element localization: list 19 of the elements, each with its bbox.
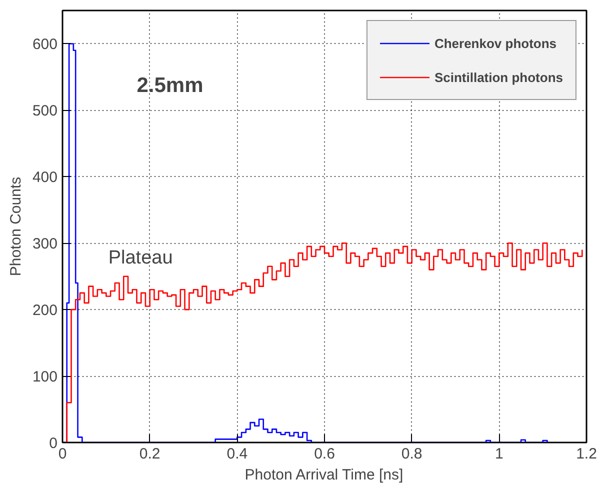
y-tick-label: 0 bbox=[49, 435, 58, 452]
legend-label: Scintillation photons bbox=[434, 70, 563, 84]
y-tick-label: 400 bbox=[32, 169, 58, 186]
legend-label: Cherenkov photons bbox=[434, 36, 557, 50]
x-axis-title: Photon Arrival Time [ns] bbox=[244, 466, 404, 484]
y-tick-label: 500 bbox=[32, 102, 58, 120]
annotation: Plateau bbox=[108, 247, 173, 268]
x-tick-label: 0.6 bbox=[314, 446, 335, 462]
y-tick-label: 300 bbox=[32, 236, 58, 253]
x-tick-label: 1.2 bbox=[576, 446, 597, 462]
y-tick-label: 200 bbox=[32, 302, 58, 320]
x-tick-label: 1 bbox=[494, 446, 504, 462]
y-axis-title: Photon Counts bbox=[7, 176, 24, 276]
x-tick-label: 0.2 bbox=[139, 446, 160, 462]
x-tick-label: 0.8 bbox=[401, 446, 422, 462]
x-tick-label: 0.4 bbox=[226, 446, 248, 462]
y-tick-label: 100 bbox=[32, 368, 58, 386]
annotation: 2.5mm bbox=[136, 74, 204, 97]
y-tick-label: 600 bbox=[32, 36, 58, 54]
